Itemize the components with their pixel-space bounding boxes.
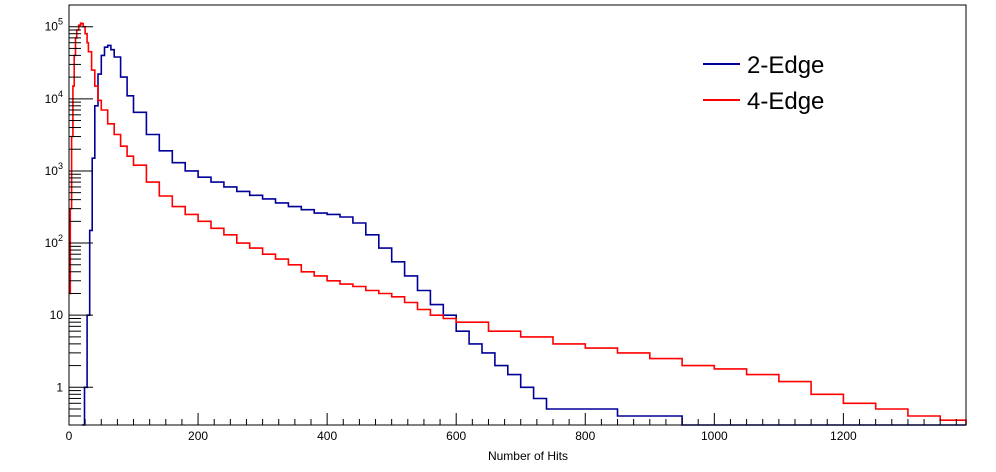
plot-frame xyxy=(68,4,967,426)
legend: 2-Edge 4-Edge xyxy=(703,52,824,115)
y-tick-label: 1 xyxy=(56,380,63,394)
y-tick-label: 103 xyxy=(45,161,63,178)
x-tick-label: 600 xyxy=(446,429,466,443)
x-axis-title: Number of Hits xyxy=(488,449,568,463)
legend-entry-2-edge: 2-Edge xyxy=(703,52,824,79)
series-line-2-edge xyxy=(81,44,966,426)
x-tick-label: 400 xyxy=(317,429,337,443)
series-layer xyxy=(69,22,967,426)
x-tick-label: 0 xyxy=(66,429,73,443)
x-tick-label: 1000 xyxy=(701,429,728,443)
axis-ticks: 0 200 400 600 800 1000 1200 1 10 102 103 104 105 xyxy=(45,4,957,443)
legend-label: 4-Edge xyxy=(747,88,824,115)
x-tick-label: 200 xyxy=(188,429,208,443)
x-tick-label: 1200 xyxy=(830,429,857,443)
y-tick-label: 10 xyxy=(50,308,64,322)
y-tick-label: 104 xyxy=(45,89,63,106)
legend-entry-4-edge: 4-Edge xyxy=(703,88,824,115)
y-tick-label: 102 xyxy=(45,233,63,250)
y-tick-label: 105 xyxy=(45,17,63,34)
series-line-4-edge xyxy=(69,22,967,425)
legend-label: 2-Edge xyxy=(747,52,824,79)
x-tick-label: 800 xyxy=(575,429,595,443)
